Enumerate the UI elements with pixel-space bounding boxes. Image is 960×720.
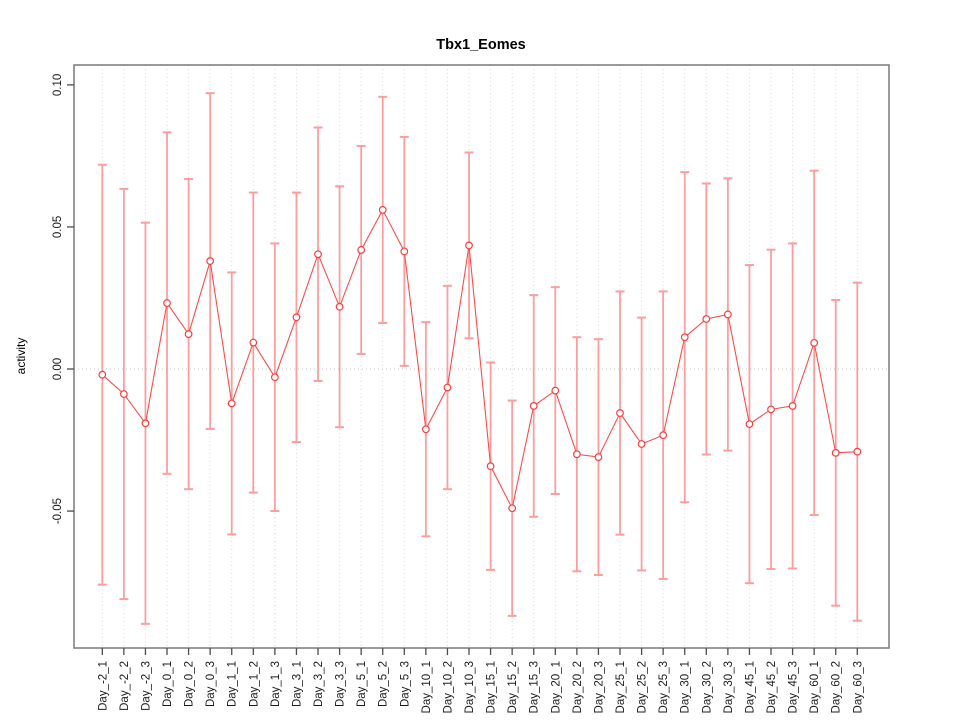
data-point bbox=[551, 386, 560, 395]
data-point bbox=[421, 425, 430, 434]
data-point bbox=[465, 241, 473, 250]
data-point bbox=[314, 250, 322, 259]
x-tick-label: Day_0_1 bbox=[162, 661, 174, 707]
x-tick-label: Day_30_2 bbox=[701, 661, 713, 713]
data-point bbox=[292, 313, 301, 322]
data-point bbox=[486, 462, 495, 471]
data-point bbox=[206, 257, 215, 265]
data-point bbox=[788, 402, 797, 410]
data-point bbox=[680, 333, 689, 342]
x-tick-label: Day_1_3 bbox=[270, 661, 282, 707]
data-point bbox=[357, 246, 366, 254]
series-line bbox=[101, 208, 858, 510]
x-tick-label: Day_5_1 bbox=[356, 661, 368, 707]
data-point bbox=[400, 247, 409, 256]
x-tick-label: Day_10_1 bbox=[421, 661, 433, 713]
data-point bbox=[594, 453, 603, 461]
data-point bbox=[767, 405, 775, 414]
x-tick-label: Day_45_3 bbox=[788, 661, 800, 713]
x-tick-label: Day_-2_1 bbox=[97, 661, 109, 711]
x-tick-label: Day_20_2 bbox=[572, 661, 584, 713]
gridlines-layer bbox=[74, 65, 889, 648]
data-point bbox=[184, 330, 193, 338]
data-point bbox=[702, 315, 711, 323]
data-point bbox=[508, 504, 517, 513]
x-tick-label: Day_0_3 bbox=[205, 661, 217, 707]
x-tick-label: Day_-2_3 bbox=[140, 661, 152, 711]
x-tick-label: Day_25_2 bbox=[637, 661, 649, 713]
y-tick-label: -0.05 bbox=[52, 498, 64, 524]
x-tick-label: Day_25_1 bbox=[615, 661, 627, 713]
y-tick-label: 0.10 bbox=[52, 74, 64, 96]
data-point bbox=[529, 402, 538, 410]
tick-labels-layer: 0.10 0.05 0.00 -0.05 Day_-2_1 Day_-2_2 Day_-2_… bbox=[52, 74, 864, 714]
x-tick-label: Day_5_2 bbox=[378, 661, 390, 707]
data-point bbox=[810, 338, 819, 347]
data-point bbox=[831, 448, 840, 457]
x-tick-label: Day_5_3 bbox=[399, 661, 411, 707]
x-tick-label: Day_60_3 bbox=[852, 661, 864, 713]
data-point bbox=[98, 370, 107, 379]
data-point bbox=[572, 450, 581, 459]
x-tick-label: Day_0_2 bbox=[184, 661, 196, 707]
y-tick-label: 0.05 bbox=[52, 216, 64, 238]
plot-box bbox=[73, 64, 890, 649]
x-tick-label: Day_10_2 bbox=[442, 661, 454, 713]
data-point bbox=[443, 383, 452, 392]
x-tick-label: Day_3_3 bbox=[335, 661, 347, 707]
x-tick-label: Day_45_2 bbox=[766, 661, 778, 713]
data-point bbox=[745, 420, 754, 429]
y-tick-label: 0.00 bbox=[52, 358, 64, 380]
x-tick-label: Day_15_2 bbox=[507, 661, 519, 713]
chart-title: Tbx1_Eomes bbox=[436, 37, 525, 53]
x-tick-label: Day_60_1 bbox=[809, 661, 821, 713]
data-point bbox=[853, 447, 862, 456]
data-point bbox=[378, 205, 387, 214]
x-tick-label: Day_15_3 bbox=[529, 661, 541, 713]
data-point bbox=[227, 399, 236, 408]
data-point bbox=[616, 409, 624, 417]
x-tick-label: Day_20_1 bbox=[550, 661, 562, 713]
x-tick-label: Day_20_3 bbox=[593, 661, 605, 713]
x-tick-label: Day_30_3 bbox=[723, 661, 735, 713]
data-point bbox=[163, 299, 171, 307]
x-tick-label: Day_1_1 bbox=[227, 661, 239, 707]
x-tick-label: Day_3_1 bbox=[291, 661, 303, 707]
x-tick-label: Day_15_1 bbox=[486, 661, 498, 713]
x-tick-label: Day_25_3 bbox=[658, 661, 670, 713]
data-point bbox=[270, 373, 279, 382]
x-tick-label: Day_60_2 bbox=[831, 661, 843, 713]
data-point bbox=[659, 431, 668, 440]
data-point bbox=[119, 390, 128, 398]
x-tick-label: Day_-2_2 bbox=[119, 661, 131, 711]
y-axis-label: activity bbox=[14, 338, 28, 375]
data-point bbox=[335, 302, 344, 311]
x-tick-label: Day_1_2 bbox=[248, 661, 260, 707]
series-layer bbox=[98, 205, 862, 513]
x-tick-label: Day_45_1 bbox=[744, 661, 756, 713]
data-point bbox=[249, 338, 258, 347]
x-tick-label: Day_30_1 bbox=[680, 661, 692, 713]
data-point bbox=[723, 310, 732, 319]
axes-layer bbox=[67, 64, 890, 655]
x-tick-label: Day_10_3 bbox=[464, 661, 476, 713]
data-point bbox=[141, 419, 150, 428]
x-tick-label: Day_3_2 bbox=[313, 661, 325, 707]
data-point bbox=[637, 440, 646, 448]
